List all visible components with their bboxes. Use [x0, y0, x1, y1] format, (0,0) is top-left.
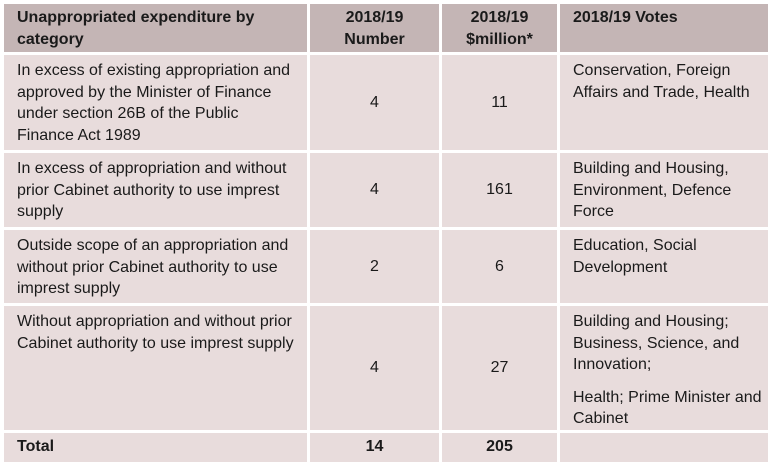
row-4-votes: Building and Housing; Business, Science,…: [560, 306, 768, 430]
row-2-number: 4: [310, 153, 439, 227]
row-3-category: Outside scope of an appropriation and wi…: [4, 230, 307, 303]
row-2-category: In excess of appropriation and without p…: [4, 153, 307, 227]
row-4-million: 27: [442, 306, 557, 430]
header-million: 2018/19 $million*: [442, 4, 557, 52]
total-label: Total: [4, 433, 307, 462]
total-million: 205: [442, 433, 557, 462]
header-number: 2018/19 Number: [310, 4, 439, 52]
row-3-votes: Education, Social Development: [560, 230, 768, 303]
total-number: 14: [310, 433, 439, 462]
row-2-number-value: 4: [370, 181, 379, 199]
row-1-category: In excess of existing appropriation and …: [4, 55, 307, 150]
row-4-votes-text-1: Building and Housing; Business, Science,…: [573, 313, 740, 373]
row-2-million-value: 161: [486, 181, 513, 199]
row-4-votes-text-2: Health; Prime Minister and Cabinet: [573, 388, 762, 428]
row-1-number-value: 4: [370, 93, 379, 111]
expenditure-table: Unappropriated expenditure by category 2…: [4, 4, 768, 462]
header-votes: 2018/19 Votes: [560, 4, 768, 52]
row-4-million-value: 27: [490, 359, 509, 377]
row-1-votes-text: Conservation, Foreign Affairs and Trade,…: [573, 62, 750, 101]
row-2-votes: Building and Housing, Environment, Defen…: [560, 153, 768, 227]
row-4-number: 4: [310, 306, 439, 430]
row-3-number: 2: [310, 230, 439, 303]
row-4-number-value: 4: [370, 359, 379, 377]
row-3-million-value: 6: [495, 257, 504, 275]
row-2-million: 161: [442, 153, 557, 227]
row-3-number-value: 2: [370, 257, 379, 275]
row-1-million-value: 11: [491, 93, 508, 111]
row-1-million: 11: [442, 55, 557, 150]
row-1-number: 4: [310, 55, 439, 150]
row-3-votes-text: Education, Social Development: [573, 237, 697, 276]
row-1-votes: Conservation, Foreign Affairs and Trade,…: [560, 55, 768, 150]
total-votes: [560, 433, 768, 462]
row-2-votes-text: Building and Housing, Environment, Defen…: [573, 160, 732, 220]
header-category: Unappropriated expenditure by category: [4, 4, 307, 52]
row-4-category: Without appropriation and without prior …: [4, 306, 307, 430]
row-3-million: 6: [442, 230, 557, 303]
